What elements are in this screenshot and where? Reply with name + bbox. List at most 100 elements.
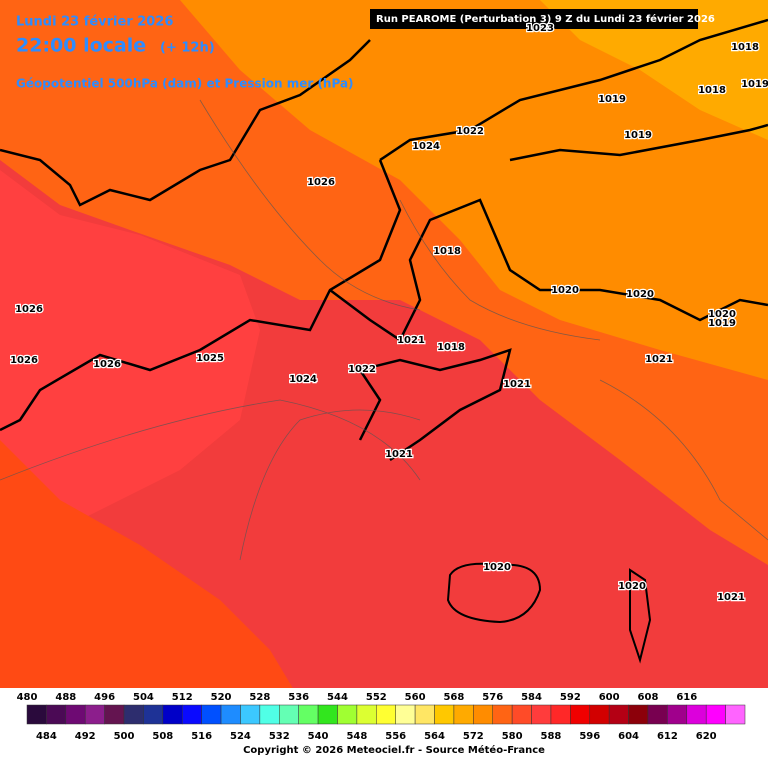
- legend-label-top: 496: [94, 692, 115, 703]
- legend-swatch: [162, 704, 183, 725]
- legend-label-bottom: 612: [657, 731, 678, 742]
- isobar-label: 1026: [93, 359, 121, 370]
- legend-label-top: 608: [638, 692, 659, 703]
- legend-swatch: [84, 704, 105, 725]
- isobar-label: 1021: [503, 379, 531, 390]
- isobar-label: 1019: [598, 94, 626, 105]
- legend-swatch: [589, 704, 610, 725]
- legend-swatch: [531, 704, 552, 725]
- legend-swatch: [46, 704, 67, 725]
- footer: Copyright © 2026 Meteociel.fr - Source M…: [243, 744, 545, 756]
- legend-swatch: [220, 704, 241, 725]
- legend-label-bottom: 572: [463, 731, 484, 742]
- legend-label-top: 616: [676, 692, 697, 703]
- legend-label-bottom: 516: [191, 731, 212, 742]
- legend-swatch: [550, 704, 571, 725]
- legend-swatch: [570, 704, 591, 725]
- legend-swatch: [511, 704, 532, 725]
- legend-swatch: [143, 704, 164, 725]
- legend-label-top: 536: [288, 692, 309, 703]
- legend-swatch: [201, 704, 222, 725]
- legend-swatch: [628, 704, 649, 725]
- zone-576-west: [0, 170, 260, 520]
- legend-label-top: 528: [249, 692, 270, 703]
- date: Lundi 23 février 2026: [16, 15, 173, 30]
- legend-swatch: [240, 704, 261, 725]
- isobar-label: 1019: [741, 79, 768, 90]
- legend-label-top: 488: [55, 692, 76, 703]
- zone-564: [180, 0, 768, 380]
- isobar-label: 1022: [348, 364, 376, 375]
- isobar-label: 1025: [196, 353, 224, 364]
- legend-label-bottom: 508: [152, 731, 173, 742]
- legend-label-bottom: 532: [269, 731, 290, 742]
- legend-swatch: [667, 704, 688, 725]
- isobar-label: 1026: [10, 355, 38, 366]
- isobar-label: 1024: [289, 374, 317, 385]
- legend-swatch: [337, 704, 358, 725]
- legend-swatch: [686, 704, 707, 725]
- isobar-label: 1024: [412, 141, 440, 152]
- legend-label-bottom: 620: [696, 731, 717, 742]
- legend-label-top: 504: [133, 692, 154, 703]
- legend-swatch: [298, 704, 319, 725]
- legend-label-bottom: 588: [541, 731, 562, 742]
- legend-label-top: 544: [327, 692, 348, 703]
- legend-label-top: 552: [366, 692, 387, 703]
- legend-label-bottom: 492: [75, 731, 96, 742]
- isobar-label: 1021: [385, 449, 413, 460]
- isobar-label: 1019: [708, 318, 736, 329]
- legend-label-top: 592: [560, 692, 581, 703]
- legend-label-top: 480: [17, 692, 38, 703]
- legend-swatch: [181, 704, 202, 725]
- legend-swatch: [123, 704, 144, 725]
- legend-swatch: [414, 704, 435, 725]
- legend-swatch: [647, 704, 668, 725]
- legend-label-top: 512: [172, 692, 193, 703]
- isobar-label: 1023: [526, 23, 554, 34]
- isobar-label: 1022: [456, 126, 484, 137]
- legend-label-bottom: 564: [424, 731, 445, 742]
- isobars: [0, 99, 768, 561]
- legend-swatch: [317, 704, 338, 725]
- legend-label-bottom: 484: [36, 731, 57, 742]
- legend-label-bottom: 604: [618, 731, 639, 742]
- legend-label-top: 576: [482, 692, 503, 703]
- legend-label-top: 600: [599, 692, 620, 703]
- legend-swatch: [65, 704, 86, 725]
- run-box: [370, 9, 698, 29]
- color-legend: 480 488 496 504 512 520 528 536 544 552 560 568 576 5…: [16, 691, 746, 743]
- legend-label-top: 560: [405, 692, 426, 703]
- isobar-label: 1018: [433, 246, 461, 257]
- lead-time: (+ 12h): [160, 41, 215, 56]
- isobar-label: 1026: [307, 177, 335, 188]
- isobar-label: 1019: [624, 130, 652, 141]
- isobar-label: 1021: [397, 335, 425, 346]
- time: 22:00 locale: [16, 35, 146, 57]
- legend-swatch: [453, 704, 474, 725]
- legend-label-bottom: 580: [502, 731, 523, 742]
- isobar-label: 1020: [551, 285, 579, 296]
- legend-swatch: [725, 704, 746, 725]
- legend-swatch: [434, 704, 455, 725]
- legend-swatch: [492, 704, 513, 725]
- legend-label-bottom: 548: [346, 731, 367, 742]
- isobar-label: 1026: [15, 304, 43, 315]
- coastlines: [0, 18, 768, 664]
- legend-swatch: [705, 704, 726, 725]
- field-title: Géopotentiel 500hPa (dam) et Pression me…: [16, 77, 354, 91]
- legend-label-bottom: 596: [579, 731, 600, 742]
- isobar-label: 1020: [618, 581, 646, 592]
- isobar-label: 1018: [731, 42, 759, 53]
- legend-swatch: [473, 704, 493, 725]
- isobar-label: 1020: [626, 289, 654, 300]
- isobar-label: 1018: [437, 342, 465, 353]
- legend-swatch: [356, 704, 377, 725]
- isobar-label: 1020: [483, 562, 511, 573]
- legend-label-bottom: 524: [230, 731, 251, 742]
- legend-label-top: 568: [443, 692, 464, 703]
- isobar-labels: 1023 1018 1019 1019 1018 1022 1024 1019 1026 1018…: [9, 22, 768, 605]
- isobar-label: 1021: [717, 592, 745, 603]
- legend-label-bottom: 500: [114, 731, 135, 742]
